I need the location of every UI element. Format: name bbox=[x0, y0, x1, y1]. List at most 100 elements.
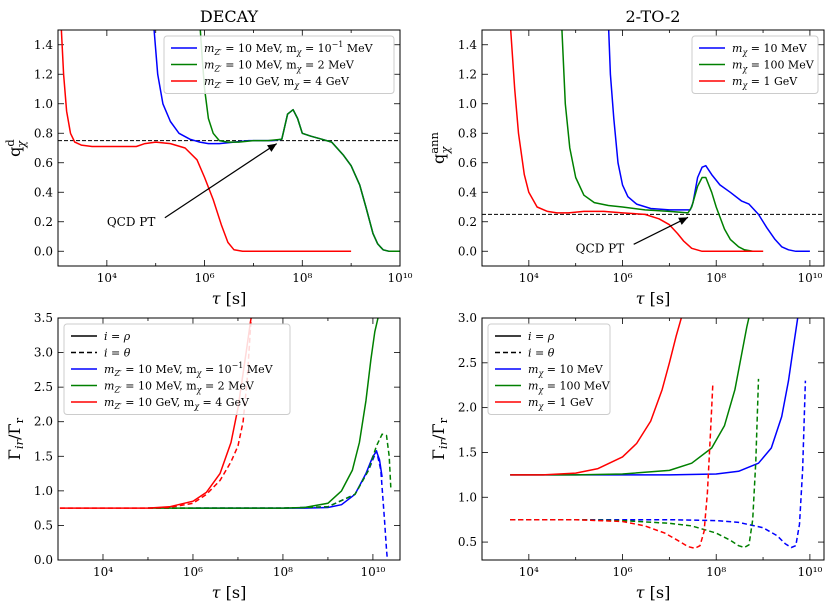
y-tick-label: 0.0 bbox=[458, 244, 477, 258]
y-tick-label: 2.0 bbox=[458, 401, 477, 415]
x-tick-label: 10⁸ bbox=[292, 271, 312, 285]
legend-label: i = θ bbox=[528, 347, 555, 360]
legend-label: mχ​ = 100 MeV bbox=[528, 380, 611, 395]
y-tick-label: 0.8 bbox=[458, 126, 477, 140]
legend-label: mZ′​ = 10 MeV, mχ​ = 2 MeV bbox=[204, 59, 355, 74]
series-line-2 bbox=[60, 30, 352, 253]
y-tick-label: 0.5 bbox=[458, 535, 477, 549]
y-tick-label: 0.4 bbox=[458, 185, 477, 199]
series-line-1 bbox=[510, 380, 807, 549]
series-line-3 bbox=[510, 378, 760, 549]
y-tick-label: 1.0 bbox=[458, 490, 477, 504]
panel-decay-gamma: 10⁴ 10⁶ 10⁸ 10¹⁰ 0.0 0.5 1.0 1.5 2.0 2.5 3.0 3.5 τ [… bbox=[5, 311, 401, 602]
series-line-4 bbox=[510, 318, 683, 476]
legend-label: mχ​ = 10 MeV bbox=[732, 42, 808, 57]
annotation-arrowhead bbox=[678, 217, 689, 225]
y-tick-label: 2.5 bbox=[458, 356, 477, 370]
panel-twotwo-q: 10⁴ 10⁶ 10⁸ 10¹⁰ 0.0 0.2 0.4 0.6 0.8 1.0 1.2 1.4 QCD… bbox=[427, 7, 825, 308]
y-tick-label: 0.5 bbox=[34, 518, 53, 532]
legend-label: i = θ bbox=[104, 347, 131, 360]
series-line-5 bbox=[510, 382, 714, 550]
x-tick-label: 10⁴ bbox=[97, 271, 117, 285]
axes-frame bbox=[481, 29, 825, 267]
series-line-2 bbox=[510, 318, 750, 476]
x-tick-label: 10⁴ bbox=[93, 565, 113, 579]
legend: mZ′​ = 10 MeV, mχ​ = 10−1​ MeV mZ′​ = 10 … bbox=[163, 35, 395, 94]
legend: i = ρ i = θmZ′​ = 10 MeV, mχ​ = 10−1​ MeV… bbox=[63, 323, 291, 415]
legend-label: mZ′​ = 10 MeV, mχ​ = 2 MeV bbox=[104, 380, 255, 395]
legend-label: mχ​ = 1 GeV bbox=[732, 75, 798, 90]
y-tick-label: 1.2 bbox=[458, 67, 477, 81]
y-tick-label: 2.0 bbox=[34, 415, 53, 429]
legend-label: mZ′​ = 10 GeV, mχ​ = 4 GeV bbox=[204, 75, 350, 90]
legend-box bbox=[63, 323, 291, 415]
x-tick-label: 10⁶ bbox=[612, 271, 632, 285]
axes-frame bbox=[57, 317, 401, 561]
legend-label: mZ′​ = 10 MeV, mχ​ = 10−1​ MeV bbox=[204, 40, 374, 57]
x-tick-label: 10⁶ bbox=[612, 565, 632, 579]
series-line-2 bbox=[509, 30, 764, 253]
series-line-0 bbox=[510, 318, 799, 476]
x-tick-label: 10⁸ bbox=[706, 271, 726, 285]
series-group bbox=[509, 30, 810, 253]
chart-title: DECAY bbox=[200, 7, 259, 26]
x-axis-label: τ [s] bbox=[636, 289, 671, 308]
y-axis-label: qdχ bbox=[3, 139, 28, 157]
legend-label: mχ​ = 10 MeV bbox=[528, 363, 604, 378]
legend-label: mχ​ = 100 MeV bbox=[732, 59, 815, 74]
series-group bbox=[60, 30, 400, 253]
y-axis-label: qannχ bbox=[427, 131, 452, 164]
annotation-arrow bbox=[164, 143, 278, 219]
y-tick-label: 1.0 bbox=[458, 97, 477, 111]
annotation-arrow bbox=[633, 216, 689, 245]
legend-label: mZ′​ = 10 GeV, mχ​ = 4 GeV bbox=[104, 396, 250, 411]
y-tick-label: 2.5 bbox=[34, 380, 53, 394]
x-tick-label: 10⁸ bbox=[273, 565, 293, 579]
legend-label: mχ​ = 1 GeV bbox=[528, 396, 594, 411]
axes-frame bbox=[481, 317, 825, 561]
y-tick-label: 1.0 bbox=[34, 484, 53, 498]
y-tick-label: 0.0 bbox=[34, 244, 53, 258]
y-tick-label: 0.0 bbox=[34, 553, 53, 567]
y-tick-label: 1.0 bbox=[34, 97, 53, 111]
y-tick-label: 0.4 bbox=[34, 185, 53, 199]
y-tick-label: 1.5 bbox=[458, 445, 477, 459]
y-tick-label: 0.8 bbox=[34, 126, 53, 140]
x-tick-label: 10⁴ bbox=[519, 565, 539, 579]
annotation-text: QCD PT bbox=[107, 215, 156, 229]
series-line-0 bbox=[193, 450, 383, 509]
chart-title: 2-TO-2 bbox=[626, 7, 681, 26]
x-tick-label: 10¹⁰ bbox=[388, 271, 413, 285]
y-tick-label: 3.0 bbox=[458, 311, 477, 325]
legend-box bbox=[163, 35, 395, 94]
x-axis-label: τ [s] bbox=[212, 583, 247, 602]
y-tick-label: 1.4 bbox=[458, 38, 477, 52]
legend-label: i = ρ bbox=[104, 330, 131, 343]
x-axis-label: τ [s] bbox=[636, 583, 671, 602]
y-axis-label: Γir/Γ̄r bbox=[429, 417, 450, 460]
legend-label: mZ′​ = 10 MeV, mχ​ = 10−1​ MeV bbox=[104, 361, 274, 378]
x-tick-label: 10⁶ bbox=[183, 565, 203, 579]
x-tick-label: 10¹⁰ bbox=[797, 565, 822, 579]
axes-frame bbox=[57, 29, 401, 267]
x-tick-label: 10¹⁰ bbox=[797, 271, 822, 285]
y-tick-label: 0.2 bbox=[458, 215, 477, 229]
legend-label: i = ρ bbox=[528, 330, 555, 343]
annotation-arrowhead bbox=[267, 143, 277, 152]
y-tick-label: 3.5 bbox=[34, 311, 53, 325]
x-tick-label: 10⁶ bbox=[195, 271, 215, 285]
x-tick-label: 10⁴ bbox=[519, 271, 539, 285]
y-tick-label: 3.0 bbox=[34, 346, 53, 360]
x-tick-label: 10⁸ bbox=[706, 565, 726, 579]
y-axis-label: Γir/Γ̄r bbox=[5, 417, 26, 460]
panel-decay-q: 10⁴ 10⁶ 10⁸ 10¹⁰ 0.0 0.2 0.4 0.6 0.8 1.0 1.2 1.4 QCD… bbox=[3, 7, 413, 308]
panel-twotwo-gamma: 10⁴ 10⁶ 10⁸ 10¹⁰ 0.5 1.0 1.5 2.0 2.5 3.0 τ [s] Γir/… bbox=[429, 311, 825, 602]
series-line-1 bbox=[561, 30, 764, 253]
annotation-text: QCD PT bbox=[576, 241, 625, 255]
legend-box bbox=[487, 323, 611, 415]
y-tick-label: 0.6 bbox=[34, 156, 53, 170]
series-group bbox=[510, 318, 807, 550]
